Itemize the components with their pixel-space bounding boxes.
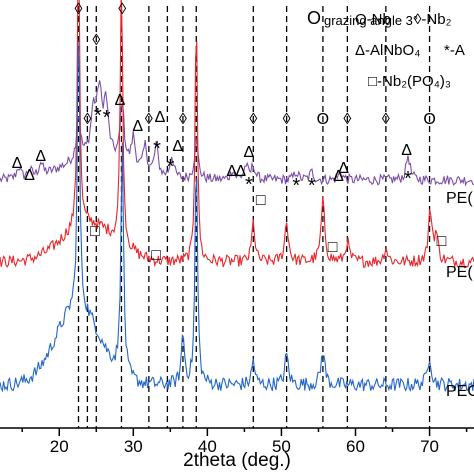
- series-label-0: PE(: [446, 190, 473, 207]
- x-axis-title: 2theta (deg.): [183, 450, 291, 471]
- peak-marker-15: Δ: [172, 138, 183, 155]
- peak-marker-7: ◊: [283, 111, 291, 128]
- peak-marker-35: □: [151, 247, 161, 264]
- series-curve-0: [0, 80, 474, 187]
- x-tick-label-40: 40: [198, 437, 217, 456]
- peak-marker-19: Δ: [244, 144, 255, 161]
- peak-marker-8: ◊: [343, 111, 351, 128]
- peak-marker-37: □: [437, 233, 447, 250]
- peak-marker-4: ◊: [145, 111, 153, 128]
- peak-marker-5: ◊: [179, 111, 187, 128]
- peak-marker-2: ◊: [92, 32, 100, 49]
- peak-marker-9: ◊: [382, 111, 390, 128]
- peak-marker-10: O: [317, 111, 329, 128]
- legend-nb: O-Nb: [355, 11, 391, 28]
- annotation-group: O grazing angle 3°: [307, 8, 418, 28]
- series-label-1: PE(: [446, 264, 473, 281]
- peak-marker-28: *: [166, 156, 174, 178]
- peak-marker-13: Δ: [155, 109, 166, 126]
- x-tick-labels: 20 30 40 50 60 70: [21, 428, 468, 456]
- series-curve-1: [0, 0, 474, 269]
- series-curve-2: [0, 40, 474, 393]
- peak-marker-18: Δ: [35, 148, 46, 165]
- peak-marker-24: Δ: [338, 160, 349, 177]
- series-curves: [0, 0, 474, 393]
- legend: O-Nb ◊-Nb₂ Δ-AlNbO₄ *-A □-Nb₂(PO₄)₃: [355, 11, 465, 90]
- legend-nb2: ◊-Nb₂: [414, 11, 452, 28]
- grazing-angle-label: grazing angle 3°: [324, 13, 418, 28]
- peak-marker-3: ◊: [83, 111, 91, 128]
- peak-marker-14: Δ: [132, 118, 143, 135]
- x-tick-label-50: 50: [272, 437, 291, 456]
- x-tick-label-60: 60: [346, 437, 365, 456]
- peak-marker-30: *: [292, 175, 300, 197]
- x-tick-label-70: 70: [420, 437, 439, 456]
- peak-marker-31: *: [308, 175, 316, 197]
- series-label-2: PEO: [446, 383, 474, 400]
- peak-marker-34: □: [256, 192, 266, 209]
- peak-marker-22: Δ: [333, 168, 344, 185]
- peak-marker-11: O: [423, 111, 435, 128]
- peak-marker-36: □: [328, 239, 338, 256]
- peak-marker-0: ◊: [75, 1, 83, 18]
- peak-marker-26: *: [103, 107, 111, 129]
- peak-marker-27: *: [153, 138, 161, 160]
- x-tick-label-20: 20: [50, 437, 69, 456]
- peak-marker-21: Δ: [235, 163, 246, 180]
- peak-marker-6: ◊: [249, 111, 257, 128]
- peak-marker-23: Δ: [401, 142, 412, 159]
- peak-marker-1: ◊: [118, 1, 126, 18]
- peak-marker-25: *: [94, 105, 102, 127]
- legend-nb2po43: □-Nb₂(PO₄)₃: [368, 73, 451, 90]
- legend-alnbo4: Δ-AlNbO₄: [355, 42, 420, 59]
- peak-marker-20: Δ: [226, 163, 237, 180]
- peak-marker-16: Δ: [12, 155, 23, 172]
- peak-marker-12: Δ: [115, 92, 126, 109]
- peak-marker-17: Δ: [24, 167, 35, 184]
- peak-marker-32: *: [404, 168, 412, 190]
- x-tick-label-30: 30: [124, 437, 143, 456]
- legend-asterisk: *-A: [444, 42, 465, 59]
- peak-marker-29: *: [245, 174, 253, 196]
- reference-o-marker: O: [307, 8, 321, 28]
- peak-marker-33: □: [90, 223, 100, 240]
- series-labels: PE( PE( PEO: [446, 190, 474, 400]
